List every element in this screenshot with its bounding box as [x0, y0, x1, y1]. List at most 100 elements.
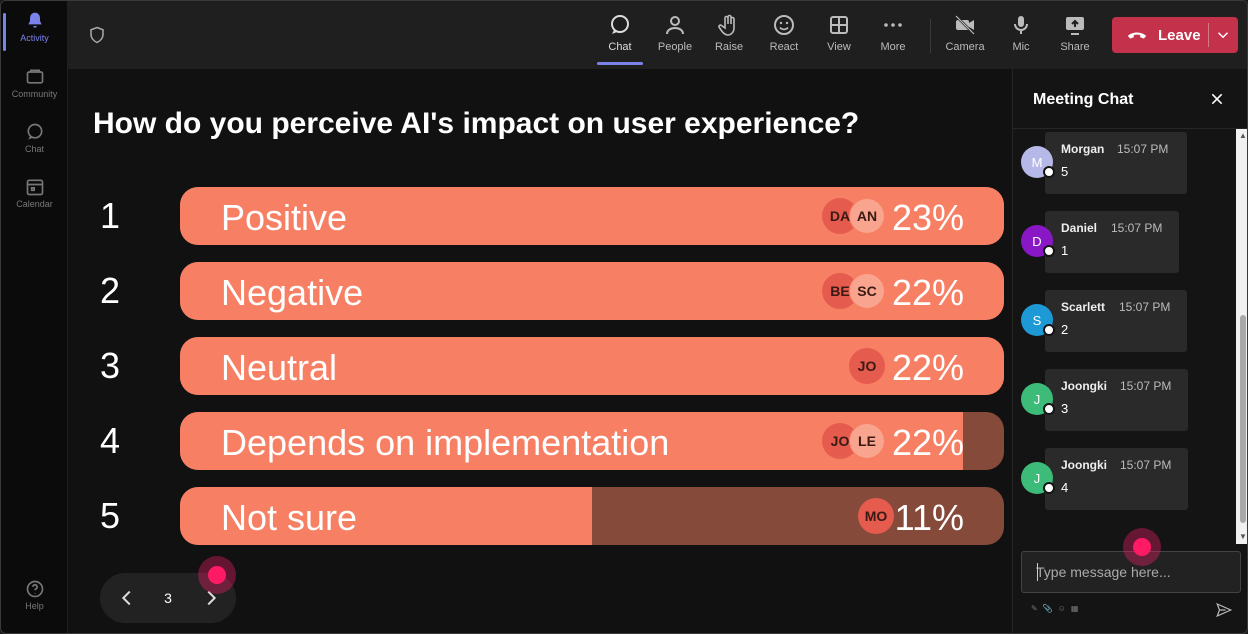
- chat-scrollbar[interactable]: ▲ ▼: [1236, 129, 1247, 544]
- emoji-icon[interactable]: ☺: [1057, 604, 1066, 613]
- option-percent: 22%: [891, 272, 964, 313]
- chat-message[interactable]: Morgan 15:07 PM 5 M: [1013, 132, 1235, 196]
- more-button-label: More: [880, 41, 906, 53]
- message-author: Scarlett: [1061, 300, 1106, 314]
- leave-divider: [1208, 23, 1209, 47]
- toolbar-divider: [930, 19, 931, 53]
- help-icon: [26, 580, 43, 598]
- people-icon: [666, 16, 684, 35]
- message-bubble: Scarlett 15:07 PM 2: [1045, 290, 1187, 352]
- chat-title: Meeting Chat: [1033, 91, 1134, 108]
- rail-item-label: Help: [25, 601, 44, 611]
- scroll-down-icon[interactable]: ▼: [1239, 532, 1247, 541]
- voter-avatar: AN: [849, 198, 885, 234]
- poll-option-4[interactable]: 4 Depends on implementation JO LE 22%: [68, 412, 1012, 470]
- poll-question: How do you perceive AI's impact on user …: [93, 107, 860, 140]
- rail-item-community[interactable]: Community: [1, 67, 68, 99]
- option-label: Negative: [221, 272, 364, 313]
- message-text: 2: [1061, 322, 1069, 337]
- chevron-down-icon[interactable]: [1214, 26, 1232, 44]
- poll-option-5[interactable]: 5 Not sure MO 11%: [68, 487, 1012, 545]
- attach-icon[interactable]: 📎: [1042, 604, 1053, 613]
- presence-status-icon: [1043, 245, 1055, 257]
- option-percent: 23%: [891, 197, 964, 238]
- mic-button-label: Mic: [1012, 41, 1030, 53]
- option-number: 4: [100, 420, 121, 461]
- chat-message[interactable]: Scarlett 15:07 PM 2 S: [1013, 290, 1235, 354]
- presence-status-icon: [1043, 166, 1055, 178]
- people-button[interactable]: People: [650, 11, 700, 63]
- raise-button-label: Raise: [714, 41, 744, 53]
- message-time: 15:07 PM: [1117, 142, 1169, 156]
- community-icon: [26, 69, 43, 84]
- rail-item-help[interactable]: Help: [1, 579, 68, 611]
- option-number: 5: [100, 495, 121, 536]
- result-bar: Negative BE SC 22%: [180, 262, 1004, 320]
- presence-status-icon: [1043, 324, 1055, 336]
- message-text: 4: [1061, 480, 1069, 495]
- message-author: Daniel: [1061, 221, 1098, 235]
- rail-item-calendar[interactable]: Calendar: [1, 177, 68, 209]
- result-bar: Positive DA AN 23%: [180, 187, 1004, 245]
- chat-message[interactable]: Joongki 15:07 PM 3 J: [1013, 369, 1235, 433]
- rail-item-activity[interactable]: Activity: [1, 11, 68, 51]
- format-icon[interactable]: ✎: [1031, 604, 1038, 613]
- send-icon[interactable]: [1215, 601, 1233, 619]
- poll-option-1[interactable]: 1 Positive DA AN 23%: [68, 187, 1012, 245]
- more-icon: [884, 23, 902, 27]
- gif-icon[interactable]: ▦: [1070, 604, 1079, 613]
- grid-icon: [830, 16, 848, 34]
- voter-avatar: MO: [858, 498, 894, 534]
- chat-message[interactable]: Joongki 15:07 PM 4 J: [1013, 448, 1235, 512]
- calendar-icon: [26, 179, 43, 196]
- rail-item-chat[interactable]: Chat: [1, 122, 68, 154]
- voter-avatar: JO: [849, 348, 885, 384]
- view-button-label: View: [827, 41, 851, 53]
- message-author: Joongki: [1061, 458, 1108, 472]
- option-number: 3: [100, 345, 121, 386]
- share-button[interactable]: Share: [1050, 11, 1100, 63]
- react-button[interactable]: React: [759, 11, 809, 63]
- camera-button-label: Camera: [945, 41, 985, 53]
- message-bubble: Joongki 15:07 PM 4: [1045, 448, 1188, 510]
- chat-button[interactable]: Chat: [595, 11, 645, 65]
- hand-icon: [718, 14, 735, 36]
- meeting-chat-panel: Meeting Chat Morgan 15:07 PM 5 M Daniel 15:07…: [1012, 69, 1247, 633]
- more-button[interactable]: More: [868, 11, 918, 63]
- view-button[interactable]: View: [814, 11, 864, 63]
- option-label: Positive: [221, 197, 348, 238]
- poll-option-3[interactable]: 3 Neutral JO 22%: [68, 337, 1012, 395]
- option-percent: 11%: [894, 497, 964, 538]
- chat-message[interactable]: Daniel 15:07 PM 1 D: [1013, 211, 1235, 275]
- rail-item-label: Calendar: [16, 199, 53, 209]
- composer-tools: ✎ 📎 ☺ ▦: [1031, 604, 1078, 613]
- camera-button[interactable]: Camera: [940, 11, 990, 63]
- leave-button[interactable]: Leave: [1112, 17, 1238, 53]
- chevron-left-icon[interactable]: [116, 587, 138, 609]
- page-number: 3: [164, 590, 172, 606]
- pointer-indicator: [1123, 528, 1161, 566]
- rail-item-label: Community: [11, 89, 58, 99]
- message-bubble: Morgan 15:07 PM 5: [1045, 132, 1187, 194]
- rail-item-label: Chat: [24, 144, 44, 154]
- shield-icon[interactable]: [88, 25, 106, 45]
- chevron-right-icon[interactable]: [200, 587, 222, 609]
- option-percent: 22%: [891, 422, 964, 463]
- poll-stage: How do you perceive AI's impact on user …: [68, 69, 1012, 633]
- option-percent: 22%: [891, 347, 964, 388]
- pointer-indicator: [198, 556, 236, 594]
- close-icon[interactable]: [1209, 91, 1225, 107]
- poll-option-2[interactable]: 2 Negative BE SC 22%: [68, 262, 1012, 320]
- react-button-label: React: [769, 41, 799, 53]
- chat-message-input[interactable]: [1022, 552, 1240, 592]
- mic-button[interactable]: Mic: [996, 11, 1046, 63]
- scroll-up-icon[interactable]: ▲: [1239, 131, 1247, 140]
- message-time: 15:07 PM: [1111, 221, 1163, 235]
- message-bubble: Joongki 15:07 PM 3: [1045, 369, 1188, 431]
- scrollbar-thumb[interactable]: [1240, 315, 1246, 523]
- voter-avatar: SC: [849, 273, 885, 309]
- chat-icon: [611, 15, 629, 34]
- message-text: 3: [1061, 401, 1069, 416]
- raise-hand-button[interactable]: Raise: [704, 11, 754, 63]
